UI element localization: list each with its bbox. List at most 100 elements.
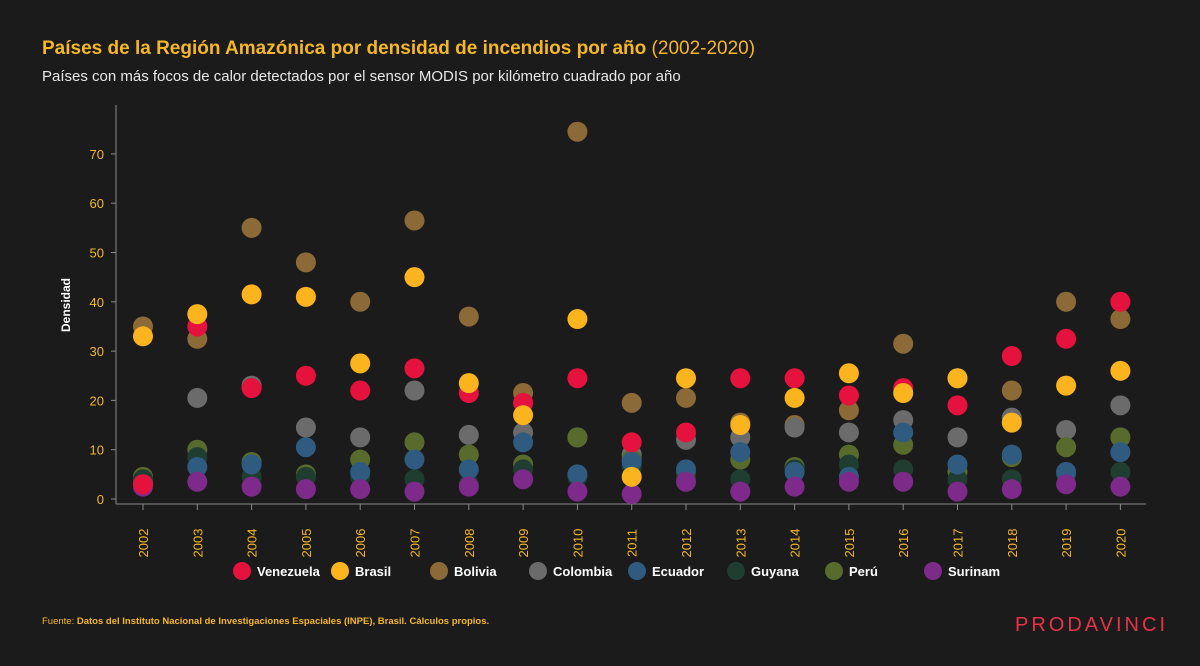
- point-brasil-2020: [1110, 360, 1131, 381]
- chart-title: Países de la Región Amazónica por densid…: [42, 38, 755, 60]
- point-brasil-2010: [567, 309, 588, 330]
- point-colombia-2019: [1056, 419, 1077, 440]
- point-brasil-2015: [838, 363, 859, 384]
- x-tick-label: 2004: [245, 529, 260, 558]
- y-tick-label: 0: [97, 492, 104, 507]
- x-tick-label: 2019: [1059, 529, 1074, 558]
- x-tick-label: 2013: [733, 529, 748, 558]
- point-brasil-2019: [1056, 375, 1077, 396]
- x-tick-label: 2008: [462, 529, 477, 558]
- point-ecuador-2005: [295, 437, 316, 458]
- legend-item-venezuela: Venezuela: [233, 562, 320, 580]
- legend-swatch: [628, 562, 646, 580]
- point-venezuela-2017: [947, 395, 968, 416]
- point-ecuador-2004: [241, 454, 262, 475]
- legend-label: Perú: [849, 563, 878, 579]
- x-tick-label: 2006: [353, 529, 368, 558]
- point-venezuela-2020: [1110, 291, 1131, 312]
- x-tick-label: 2017: [951, 529, 966, 558]
- point-venezuela-2006: [350, 380, 371, 401]
- point-ecuador-2009: [513, 432, 534, 453]
- point-bolivia-2019: [1056, 291, 1077, 312]
- point-surinam-2014: [784, 476, 805, 497]
- x-tick-label: 2014: [788, 529, 803, 558]
- chart-title-years: (2002-2020): [651, 38, 756, 59]
- point-venezuela-2013: [730, 368, 751, 389]
- legend-swatch: [924, 562, 942, 580]
- point-guyana-2020: [1110, 461, 1131, 482]
- point-surinam-2008: [458, 476, 479, 497]
- point-surinam-2020: [1110, 476, 1131, 497]
- x-tick-label: 2002: [136, 529, 151, 558]
- point-bolivia-2011: [621, 392, 642, 413]
- point-peru-2010: [567, 427, 588, 448]
- point-bolivia-2004: [241, 217, 262, 238]
- point-surinam-2005: [295, 479, 316, 500]
- legend-item-colombia: Colombia: [529, 562, 612, 580]
- point-ecuador-2003: [187, 456, 208, 477]
- x-tick-label: 2012: [679, 529, 694, 558]
- point-ecuador-2008: [458, 459, 479, 480]
- point-ecuador-2016: [893, 422, 914, 443]
- point-venezuela-2012: [676, 422, 696, 443]
- point-ecuador-2014: [784, 461, 805, 482]
- point-surinam-2013: [730, 481, 751, 502]
- x-tick-label: 2009: [516, 529, 531, 558]
- point-colombia-2015: [838, 422, 859, 443]
- point-colombia-2005: [295, 417, 316, 438]
- point-surinam-2004: [241, 476, 262, 497]
- point-brasil-2003: [187, 304, 208, 325]
- point-bolivia-2020: [1110, 309, 1131, 330]
- point-bolivia-2010: [567, 121, 588, 142]
- y-tick-label: 60: [90, 196, 104, 211]
- point-surinam-2011: [621, 484, 642, 505]
- point-colombia-2020: [1110, 395, 1131, 416]
- point-brasil-2014: [784, 387, 805, 408]
- point-colombia-2006: [350, 427, 371, 448]
- legend-swatch: [331, 562, 349, 580]
- point-brasil-2008: [458, 373, 479, 394]
- y-axis-label: Densidad: [59, 278, 73, 332]
- legend-label: Guyana: [751, 563, 799, 579]
- legend-swatch: [430, 562, 448, 580]
- point-surinam-2019: [1056, 474, 1077, 495]
- point-surinam-2012: [676, 471, 696, 492]
- source-label: Fuente:: [42, 616, 75, 627]
- point-surinam-2006: [350, 479, 371, 500]
- point-brasil-2005: [295, 286, 316, 307]
- point-surinam-2007: [404, 481, 425, 502]
- point-peru-2007: [404, 432, 425, 453]
- point-brasil-2004: [241, 284, 262, 305]
- point-venezuela-2005: [295, 365, 316, 386]
- point-bolivia-2015: [838, 400, 859, 421]
- point-surinam-2015: [838, 471, 859, 492]
- point-surinam-2003: [187, 471, 208, 492]
- point-bolivia-2008: [458, 306, 479, 327]
- source-text: Datos del Instituto Nacional de Investig…: [76, 616, 490, 627]
- point-brasil-2013: [730, 415, 751, 436]
- point-venezuela-2019: [1056, 328, 1077, 349]
- legend-label: Brasil: [355, 563, 392, 579]
- point-bolivia-2005: [295, 252, 316, 273]
- y-tick-label: 30: [90, 344, 104, 359]
- x-tick-label: 2011: [625, 529, 640, 557]
- point-surinam-2018: [1001, 479, 1022, 500]
- point-ecuador-2017: [947, 454, 968, 475]
- y-tick-label: 50: [90, 246, 104, 261]
- point-brasil-2016: [893, 383, 914, 404]
- legend-swatch: [529, 562, 547, 580]
- legend-swatch: [233, 562, 251, 580]
- point-brasil-2012: [676, 368, 696, 389]
- point-peru-2008: [458, 444, 479, 465]
- legend-label: Venezuela: [257, 563, 320, 579]
- x-tick-label: 2015: [842, 529, 857, 558]
- point-ecuador-2007: [404, 449, 425, 470]
- legend-item-peru: Perú: [825, 562, 878, 580]
- legend-label: Ecuador: [652, 563, 705, 579]
- y-tick-label: 20: [90, 393, 104, 408]
- point-colombia-2017: [947, 427, 968, 448]
- point-surinam-2009: [513, 469, 534, 490]
- point-venezuela-2015: [838, 385, 859, 406]
- x-tick-label: 2007: [408, 529, 423, 558]
